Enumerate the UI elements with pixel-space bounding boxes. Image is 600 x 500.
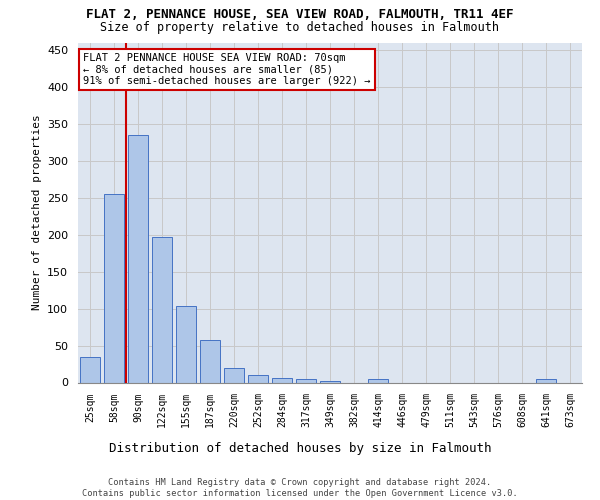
Bar	[368, 379, 388, 382]
Bar	[128, 135, 148, 382]
Text: FLAT 2 PENNANCE HOUSE SEA VIEW ROAD: 70sqm
← 8% of detached houses are smaller (: FLAT 2 PENNANCE HOUSE SEA VIEW ROAD: 70s…	[83, 52, 371, 86]
Text: FLAT 2, PENNANCE HOUSE, SEA VIEW ROAD, FALMOUTH, TR11 4EF: FLAT 2, PENNANCE HOUSE, SEA VIEW ROAD, F…	[86, 8, 514, 20]
Bar	[80, 356, 100, 382]
Text: Contains HM Land Registry data © Crown copyright and database right 2024.
Contai: Contains HM Land Registry data © Crown c…	[82, 478, 518, 498]
Y-axis label: Number of detached properties: Number of detached properties	[32, 114, 41, 310]
Bar	[272, 378, 292, 382]
Text: Distribution of detached houses by size in Falmouth: Distribution of detached houses by size …	[109, 442, 491, 455]
Bar	[104, 194, 124, 382]
Bar	[152, 237, 172, 382]
Bar	[536, 379, 556, 382]
Bar	[248, 375, 268, 382]
Bar	[200, 340, 220, 382]
Bar	[176, 306, 196, 382]
Bar	[296, 379, 316, 382]
Text: Size of property relative to detached houses in Falmouth: Size of property relative to detached ho…	[101, 21, 499, 34]
Bar	[320, 381, 340, 382]
Bar	[224, 368, 244, 382]
